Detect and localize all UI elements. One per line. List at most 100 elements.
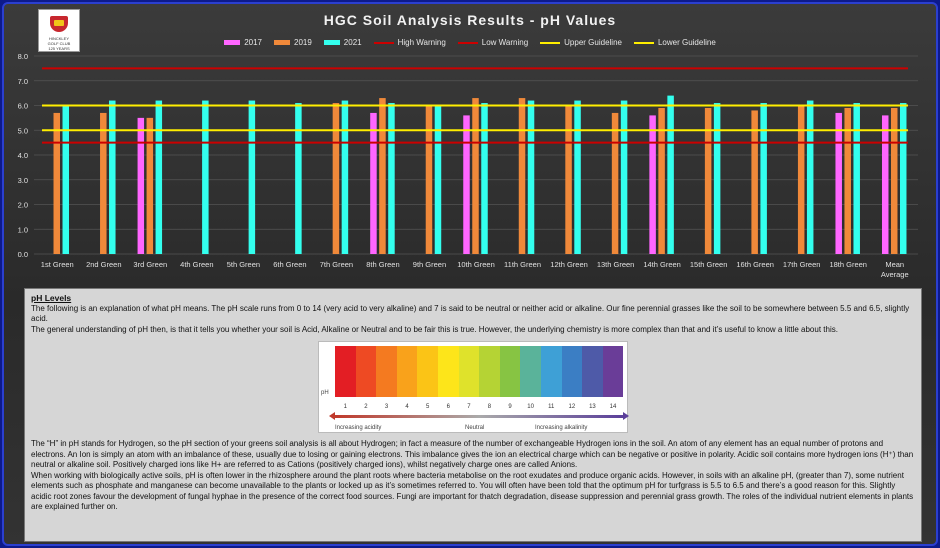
ph-scale-number: 7 bbox=[467, 404, 471, 410]
x-tick-label: 17th Green bbox=[783, 260, 821, 269]
ph-scale-cell bbox=[582, 346, 603, 397]
x-tick-label: 16th Green bbox=[736, 260, 774, 269]
bar-2021 bbox=[574, 100, 581, 254]
legend-item: 2017 bbox=[224, 38, 262, 47]
ph-scale-number: 11 bbox=[548, 404, 555, 410]
x-tick-label: 12th Green bbox=[550, 260, 588, 269]
ph-scale-number: 6 bbox=[446, 404, 450, 410]
bar-2019 bbox=[518, 98, 526, 254]
bar-2021 bbox=[620, 100, 628, 254]
ph-scale-number: 13 bbox=[589, 404, 596, 410]
y-tick-label: 1.0 bbox=[18, 225, 28, 234]
bar-2017 bbox=[881, 115, 889, 255]
bar-2021 bbox=[155, 100, 163, 254]
ph-scale-cell bbox=[396, 346, 418, 397]
legend-item: High Warning bbox=[373, 38, 446, 47]
x-tick-label: 11th Green bbox=[504, 260, 541, 269]
x-tick-label: Average bbox=[881, 270, 909, 279]
logo-text: HINCKLEY GOLF CLUB 125 YEARS bbox=[47, 36, 71, 51]
legend-item: Lower Guideline bbox=[633, 38, 716, 47]
y-tick-label: 0.0 bbox=[18, 250, 28, 259]
y-tick-label: 6.0 bbox=[18, 102, 28, 111]
ph-scale-number: 9 bbox=[508, 404, 512, 410]
logo-crest-detail-icon bbox=[54, 20, 64, 26]
neutral-label: Neutral bbox=[465, 425, 485, 431]
ph-scale-cell bbox=[417, 346, 438, 397]
ph-scale-number: 1 bbox=[343, 404, 347, 410]
ph-scale-cell bbox=[355, 346, 377, 397]
legend-item: Low Warning bbox=[457, 38, 529, 47]
increasing-alkalinity-label: Increasing alkalinity bbox=[535, 425, 588, 431]
ph-scale-diagram: pH 1 2 3 4 5 6 7 8 9 10 11 12 13 14 Increasing acidit… bbox=[318, 341, 629, 433]
ph-scale-number: 3 bbox=[384, 404, 389, 410]
x-tick-label: Mean bbox=[885, 260, 904, 269]
bar-2021 bbox=[109, 100, 116, 254]
ph-scale-number: 12 bbox=[568, 404, 576, 410]
x-tick-label: 1st Green bbox=[41, 260, 74, 269]
y-tick-label: 8.0 bbox=[18, 52, 28, 61]
bar-2021 bbox=[341, 100, 349, 254]
info-paragraph-4: When working with biologically active so… bbox=[31, 470, 914, 512]
legend-label: Upper Guideline bbox=[564, 38, 622, 47]
bar-2019 bbox=[565, 105, 572, 254]
ph-scale-cell bbox=[479, 346, 500, 397]
ph-scale-cell bbox=[561, 346, 583, 397]
bar-2021 bbox=[899, 103, 907, 255]
bar-2019 bbox=[100, 112, 107, 254]
x-tick-label: 3rd Green bbox=[133, 260, 167, 269]
x-tick-label: 9th Green bbox=[413, 260, 446, 269]
legend-swatch bbox=[540, 41, 561, 44]
bar-2017 bbox=[835, 112, 842, 254]
bar-2021 bbox=[388, 103, 395, 255]
ph-scale-cell bbox=[335, 346, 356, 397]
y-tick-label: 4.0 bbox=[18, 151, 28, 160]
bar-2021 bbox=[248, 100, 256, 254]
info-paragraph-1: The following is an explanation of what … bbox=[31, 303, 910, 324]
chart-legend: 2017 2019 2021 High Warning Low Warning Upper… bbox=[4, 38, 936, 47]
bar-2017 bbox=[370, 112, 377, 254]
ph-scale-numbers: 1 2 3 4 5 6 7 8 9 10 11 12 13 14 bbox=[335, 402, 623, 413]
info-paragraph-3: The “H” in pH stands for Hydrogen, so th… bbox=[31, 439, 914, 469]
bar-2019 bbox=[472, 98, 479, 254]
bar-2017 bbox=[649, 115, 656, 255]
bar-2019 bbox=[332, 103, 340, 255]
legend-label: High Warning bbox=[397, 38, 446, 47]
x-tick-label: 2nd Green bbox=[86, 260, 121, 269]
chart-title: HGC Soil Analysis Results - pH Values bbox=[323, 12, 617, 28]
bar-2019 bbox=[890, 107, 898, 254]
legend-label: Low Warning bbox=[481, 38, 529, 47]
legend-swatch bbox=[633, 41, 654, 44]
ph-scale-arrow-icon bbox=[329, 412, 629, 420]
x-tick-label: 6th Green bbox=[273, 260, 306, 269]
legend-swatch bbox=[373, 41, 394, 44]
bar-2019 bbox=[425, 105, 433, 254]
x-tick-label: 14th Green bbox=[643, 260, 681, 269]
ph-scale-number: 8 bbox=[487, 404, 492, 410]
legend-item: 2021 bbox=[323, 38, 362, 47]
x-tick-label: 4th Green bbox=[180, 260, 213, 269]
legend-label: 2019 bbox=[294, 38, 312, 47]
x-tick-label: 13th Green bbox=[597, 260, 635, 269]
ph-scale-number: 5 bbox=[426, 404, 430, 410]
x-tick-label: 5th Green bbox=[227, 260, 260, 269]
ph-scale-number: 2 bbox=[364, 404, 368, 410]
bar-2021 bbox=[713, 103, 721, 255]
ph-scale-cell bbox=[540, 346, 562, 397]
legend-swatch bbox=[457, 41, 478, 44]
bar-2021 bbox=[62, 105, 70, 254]
ph-scale-cell bbox=[458, 346, 480, 397]
bar-2019 bbox=[797, 105, 805, 254]
legend-swatch bbox=[323, 40, 340, 45]
bar-2019 bbox=[379, 98, 386, 254]
bar-2021 bbox=[481, 103, 488, 255]
bar-2021 bbox=[806, 100, 814, 254]
legend-item: 2019 bbox=[274, 38, 312, 47]
info-heading: pH Levels bbox=[31, 293, 72, 303]
ph-scale-axis-label: pH bbox=[321, 390, 329, 396]
bar-2021 bbox=[202, 100, 209, 254]
x-tick-label: 7th Green bbox=[320, 260, 353, 269]
club-logo: HINCKLEY GOLF CLUB 125 YEARS bbox=[38, 9, 80, 52]
x-tick-label: 15th Green bbox=[690, 260, 728, 269]
ph-scale-number: 4 bbox=[405, 404, 409, 410]
